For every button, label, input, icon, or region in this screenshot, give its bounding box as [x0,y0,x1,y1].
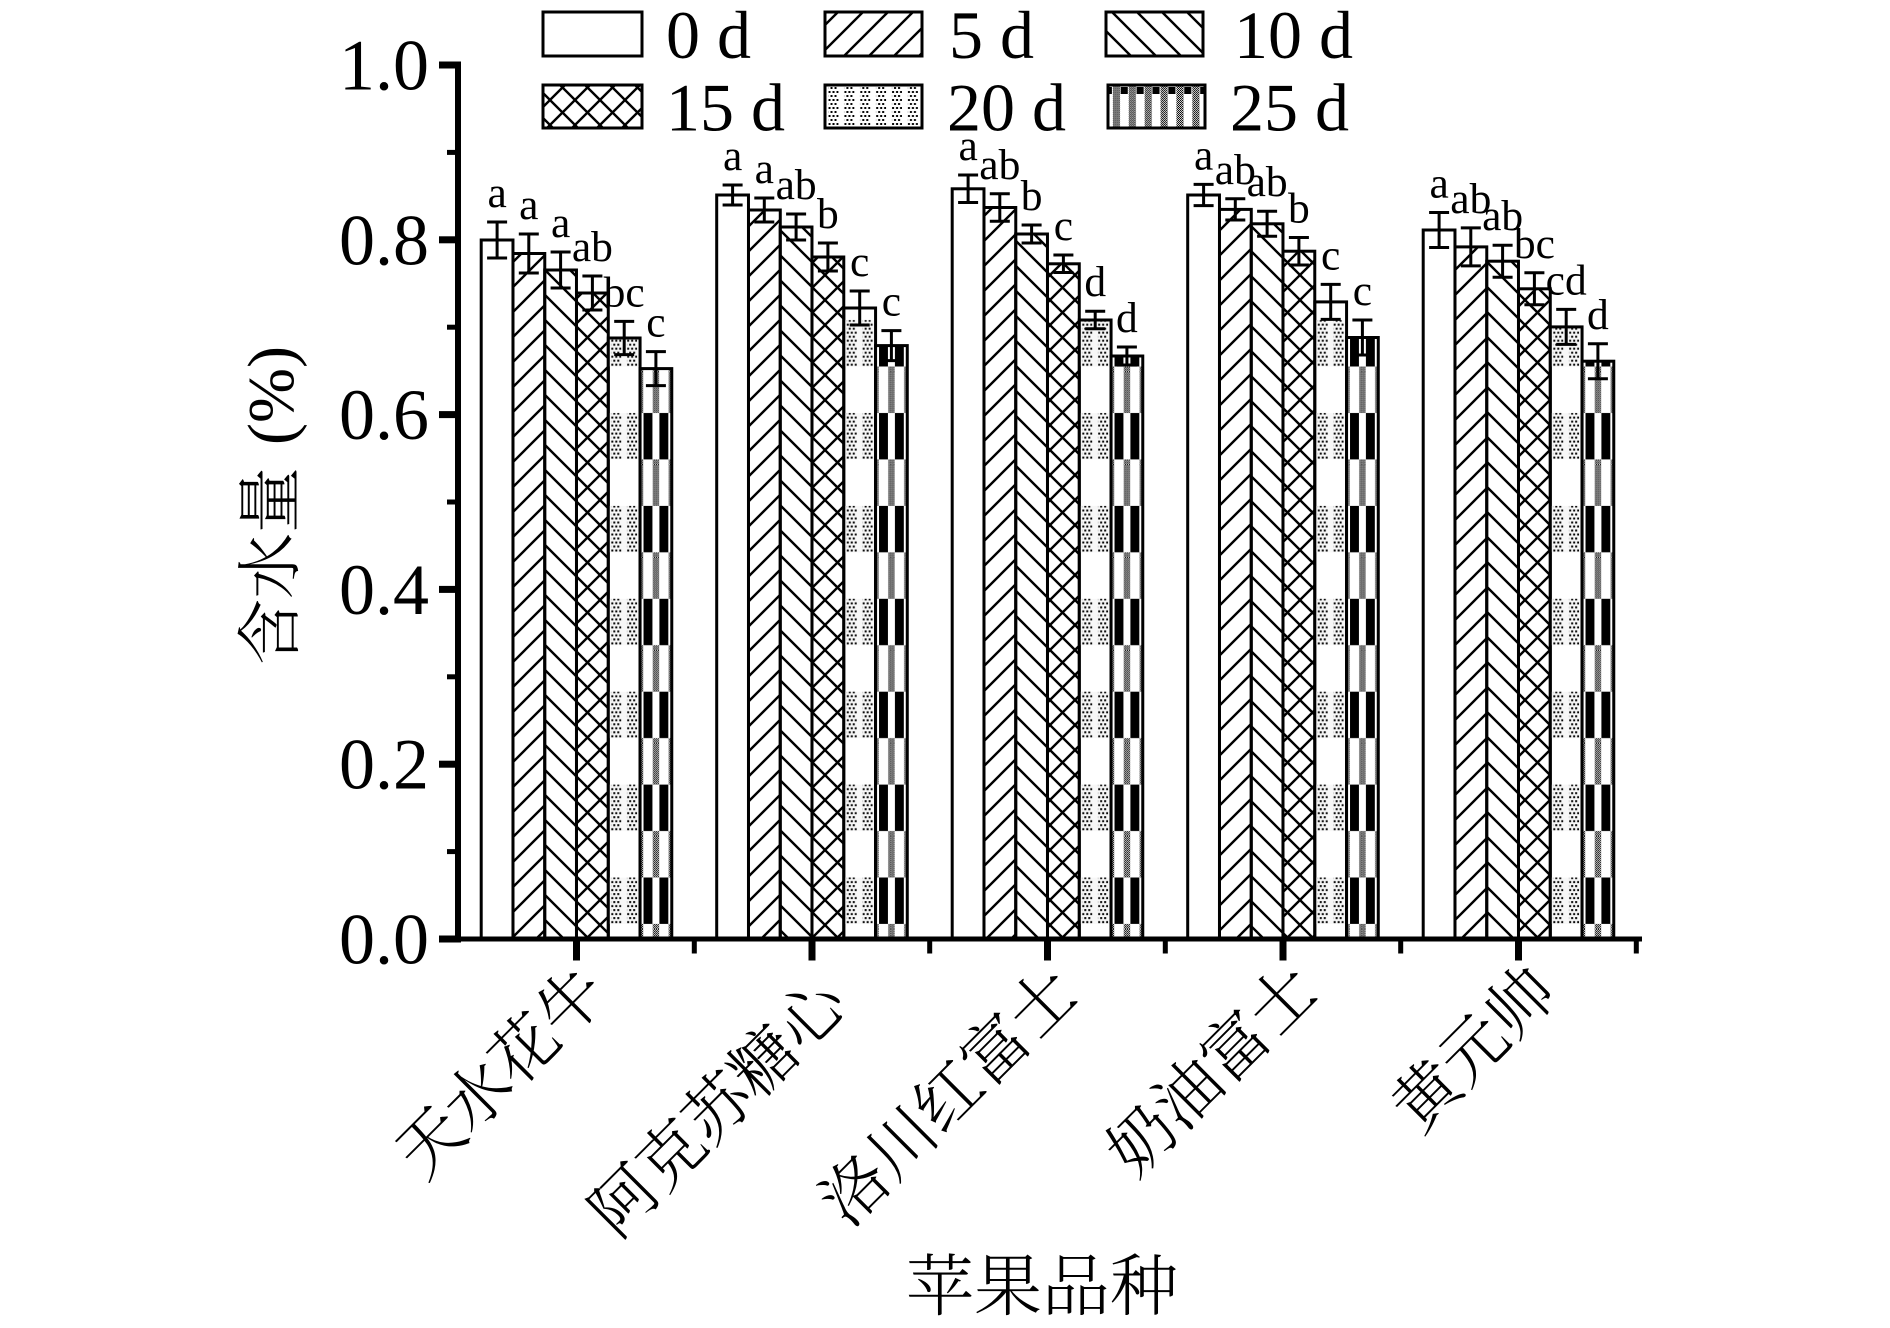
svg-text:ab: ab [1247,158,1288,206]
svg-text:5 d: 5 d [949,0,1034,73]
svg-text:ab: ab [979,141,1020,189]
svg-text:a: a [487,169,506,217]
svg-text:ab: ab [1450,175,1491,223]
svg-text:0.0: 0.0 [339,900,429,980]
svg-text:a: a [755,145,774,193]
svg-text:a: a [551,199,570,247]
svg-text:bc: bc [604,268,645,316]
svg-text:ab: ab [572,223,613,271]
svg-text:0.8: 0.8 [339,200,429,280]
svg-text:a: a [723,132,742,180]
svg-text:ab: ab [1215,146,1256,194]
svg-text:20 d: 20 d [947,70,1066,146]
svg-text:c: c [1054,202,1073,250]
svg-text:bc: bc [1514,220,1555,268]
svg-text:c: c [882,278,901,326]
svg-text:0 d: 0 d [666,0,751,73]
svg-text:c: c [1321,231,1340,279]
svg-text:0.4: 0.4 [339,550,429,630]
svg-text:ab: ab [776,161,817,209]
svg-text:d: d [1084,258,1106,306]
svg-text:d: d [1116,294,1138,342]
svg-text:ab: ab [1482,192,1523,240]
svg-text:d: d [1587,291,1609,339]
svg-text:25 d: 25 d [1230,70,1349,146]
svg-text:c: c [850,238,869,286]
svg-text:b: b [817,190,839,238]
svg-text:c: c [646,299,665,347]
svg-text:a: a [519,181,538,229]
svg-text:0.2: 0.2 [339,725,429,805]
svg-text:15 d: 15 d [666,70,785,146]
svg-text:cd: cd [1546,256,1587,304]
svg-text:10 d: 10 d [1234,0,1353,73]
svg-text:1.0: 1.0 [339,26,429,106]
svg-text:c: c [1353,267,1372,315]
svg-text:a: a [1194,131,1213,179]
svg-text:a: a [1429,160,1448,208]
svg-text:b: b [1021,172,1043,220]
svg-text:a: a [958,122,977,170]
svg-text:b: b [1288,185,1310,233]
svg-text:(%): (%) [235,346,308,445]
svg-text:0.6: 0.6 [339,375,429,455]
